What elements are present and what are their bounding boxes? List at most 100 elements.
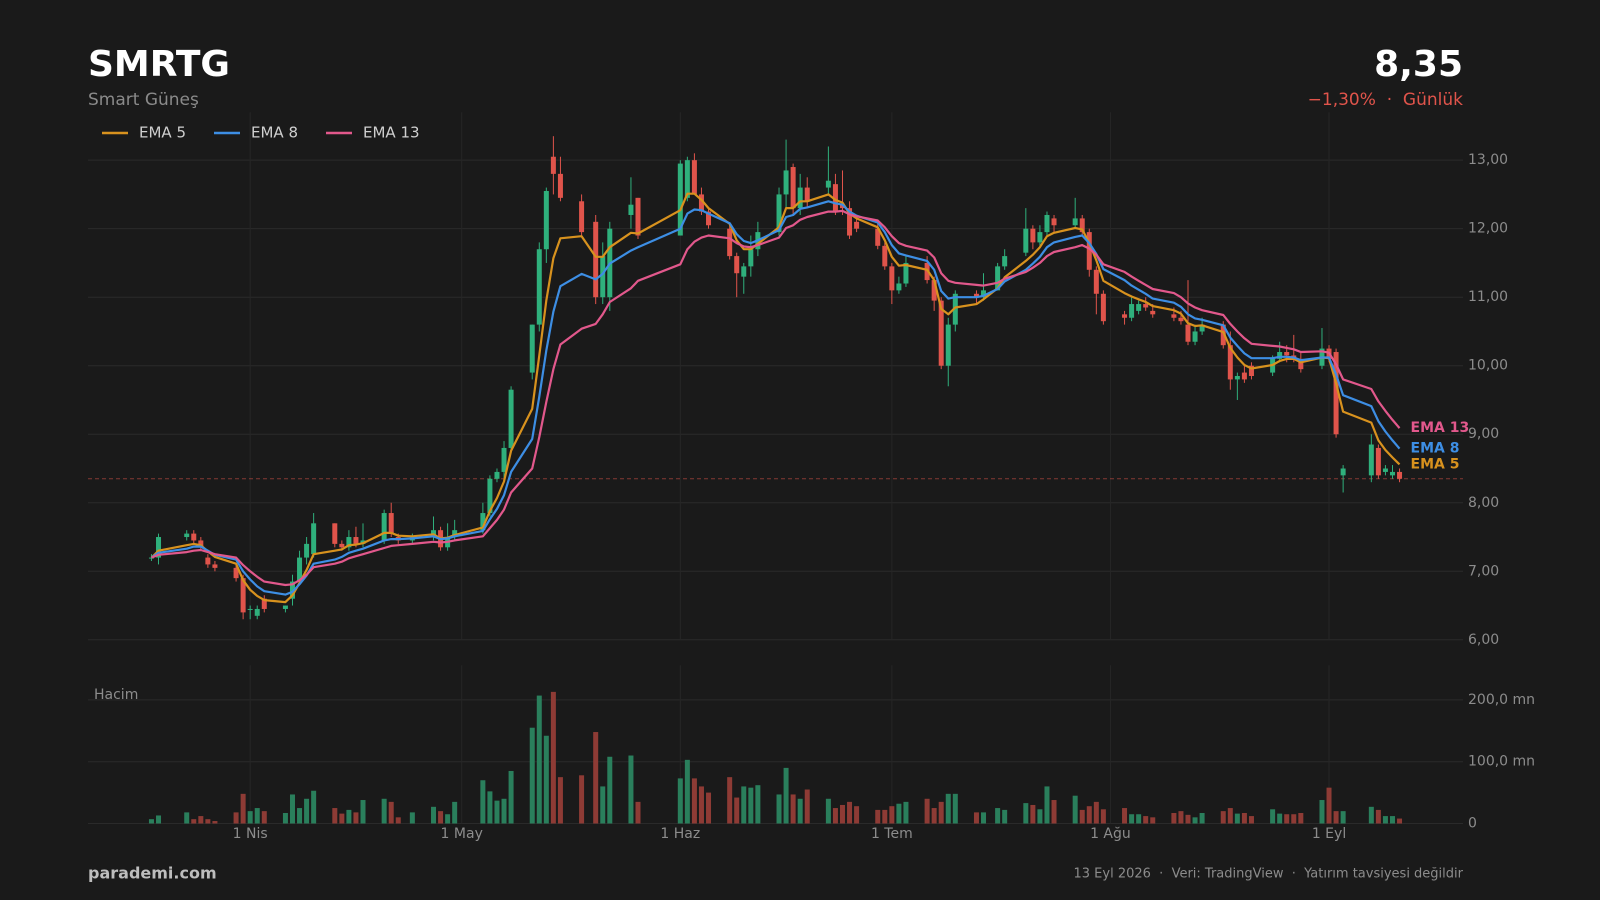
candle-body [1389, 471, 1395, 476]
volume-bar [1248, 816, 1254, 824]
candle-body [233, 567, 239, 579]
candle-body [1178, 317, 1184, 322]
volume-bar [1220, 811, 1226, 824]
volume-bar [706, 792, 712, 824]
y-tick-label: 10,00 [1468, 358, 1508, 374]
volume-bar [346, 809, 352, 824]
x-tick-label: 1 Eyl [1312, 826, 1346, 842]
volume-bar [332, 808, 338, 824]
ema-end-label: EMA 8 [1411, 441, 1460, 457]
candle-body [550, 156, 556, 174]
volume-bar [1171, 812, 1177, 824]
volume-bar [1079, 809, 1085, 824]
candle-body [684, 160, 690, 198]
candle-body [254, 608, 260, 616]
candle-body [734, 256, 740, 274]
candle-body [198, 540, 204, 548]
candle-body [1333, 352, 1339, 435]
candle-body [741, 266, 747, 277]
volume-bar [395, 817, 401, 824]
candle-body [783, 170, 789, 195]
volume-bar [1093, 801, 1099, 824]
candle-body [240, 578, 246, 613]
candle-body [938, 300, 944, 366]
volume-bar [854, 806, 860, 824]
candle-body [1192, 331, 1198, 342]
ema-line [150, 192, 1401, 604]
candle-body [388, 513, 394, 534]
volume-bar [247, 811, 253, 824]
volume-bar [494, 800, 500, 824]
volume-bar [1136, 814, 1142, 824]
candle-body [1227, 345, 1233, 380]
volume-bar [600, 786, 606, 824]
volume-bar [1340, 811, 1346, 824]
candle-body [487, 478, 493, 514]
volume-bar [289, 794, 295, 824]
volume-bar [1375, 809, 1381, 824]
volume-bar [431, 806, 437, 824]
volume-bar [360, 800, 366, 824]
ema-line [150, 200, 1401, 596]
volume-bar [1002, 809, 1008, 824]
volume-bar [896, 803, 902, 824]
candle-body [776, 194, 782, 233]
volume-bar [240, 793, 246, 824]
volume-bar [1319, 800, 1325, 824]
legend-label: EMA 5 [139, 124, 186, 142]
volume-bar [995, 808, 1001, 824]
candle-body [706, 211, 712, 226]
candle-body [452, 530, 458, 538]
brand: parademi.com [88, 864, 217, 883]
volume-bar [783, 767, 789, 824]
candle-body [529, 324, 535, 373]
volume-bar [543, 735, 549, 824]
volume-bar [409, 812, 415, 824]
company-name: Smart Güneş [88, 90, 199, 110]
y-tick-label: 9,00 [1468, 426, 1499, 442]
ticker: SMRTG [88, 44, 230, 85]
volume-bar [1284, 814, 1290, 824]
ema-end-label: EMA 13 [1411, 420, 1470, 436]
candle-body [536, 249, 542, 325]
candle-body [212, 564, 218, 568]
volume-bar [1185, 814, 1191, 824]
volume-bar [579, 775, 585, 824]
volume-bar [755, 785, 761, 824]
volume-bar [452, 801, 458, 824]
volume-bar [1023, 803, 1029, 824]
volume-tick-label: 0 [1468, 816, 1477, 832]
volume-bar [353, 812, 359, 824]
candle-body [1150, 310, 1156, 315]
candle-body [1241, 372, 1247, 380]
candle-body [191, 533, 197, 541]
candle-body [903, 262, 909, 284]
volume-bar [1072, 795, 1078, 824]
candle-body [896, 283, 902, 291]
candle-body [952, 293, 958, 325]
candle-body [501, 447, 507, 472]
volume-bar [973, 812, 979, 824]
volume-bar [1143, 816, 1149, 824]
volume-bar [557, 777, 563, 824]
candle-body [825, 180, 831, 188]
volume-bar [254, 808, 260, 824]
candle-body [289, 581, 295, 599]
candle-body [1122, 314, 1128, 318]
y-tick-label: 7,00 [1468, 563, 1499, 579]
volume-bar [261, 811, 267, 824]
candle-body [1220, 324, 1226, 346]
y-tick-label: 11,00 [1468, 289, 1508, 305]
volume-bar [593, 732, 599, 824]
candle-body [1044, 214, 1050, 233]
volume-bar [635, 801, 641, 824]
candle-body [543, 190, 549, 250]
volume-bar [233, 812, 239, 824]
volume-bar [1298, 812, 1304, 824]
volume-bar [1291, 814, 1297, 824]
candle-body [889, 266, 895, 291]
y-tick-label: 6,00 [1468, 632, 1499, 648]
volume-label: Hacim [94, 687, 138, 703]
